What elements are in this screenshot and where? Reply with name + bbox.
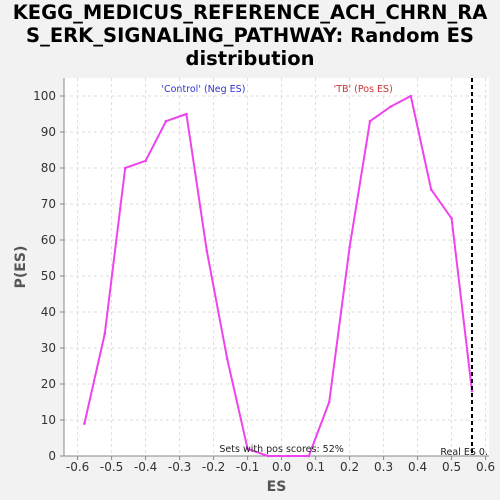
data-point: [409, 94, 413, 98]
y-tick-label: 100: [33, 89, 56, 103]
plot-area: [64, 78, 489, 456]
y-axis-title: P(ES): [13, 246, 29, 289]
x-tick-label: -0.3: [168, 460, 191, 474]
chart-title: KEGG_MEDICUS_REFERENCE_ACH_CHRN_RA S_ERK…: [0, 1, 500, 70]
x-tick-label: 0.5: [442, 460, 461, 474]
data-point: [144, 159, 147, 163]
data-point: [470, 389, 474, 393]
data-point: [348, 245, 351, 249]
data-point: [185, 112, 188, 116]
chart-title-line-1: KEGG_MEDICUS_REFERENCE_ACH_CHRN_RA: [12, 1, 488, 24]
x-tick-label: -0.6: [66, 460, 89, 474]
series-layer: [83, 94, 474, 458]
data-point: [225, 357, 229, 361]
data-point: [205, 249, 209, 253]
axes: -0.6 -0.5 -0.4 -0.3 -0.2 -0.1 0.0 0.1 0.2 0.3 0.4 0…: [33, 78, 495, 474]
data-point: [327, 400, 331, 404]
data-point: [368, 119, 372, 123]
data-point: [246, 447, 249, 451]
data-point: [266, 454, 270, 458]
data-point: [164, 119, 168, 123]
x-tick-label: -0.4: [134, 460, 157, 474]
es-distribution-line: [83, 95, 473, 457]
y-tick-label: 80: [41, 161, 56, 175]
data-point: [307, 454, 311, 458]
x-tick-label: 0.2: [340, 460, 359, 474]
y-tick-label: 70: [41, 197, 56, 211]
y-tick-label: 50: [41, 269, 56, 283]
data-point: [103, 332, 107, 335]
y-tick-label: 60: [41, 233, 56, 247]
neg-es-label: 'Control' (Neg ES): [161, 84, 245, 95]
x-tick-label: 0.6: [476, 460, 495, 474]
y-tick-label: 40: [41, 305, 56, 319]
pos-es-label: 'TB' (Pos ES): [334, 84, 393, 95]
data-point: [450, 217, 453, 220]
y-tick-label: 30: [41, 341, 56, 355]
x-tick-label: 0.0: [272, 460, 291, 474]
data-point: [287, 454, 290, 458]
y-tick-label: 20: [41, 377, 56, 391]
x-tick-label: -0.1: [236, 460, 259, 474]
x-tick-label: 0.4: [408, 460, 427, 474]
x-tick-label: -0.5: [100, 460, 123, 474]
y-tick-label: 0: [48, 449, 56, 463]
x-tick-label: 0.3: [374, 460, 393, 474]
chart-title-line-3: distribution: [185, 47, 315, 70]
y-tick-label: 10: [41, 413, 56, 427]
chart-title-line-2: S_ERK_SIGNALING_PATHWAY: Random ES: [26, 24, 474, 47]
x-axis-title: ES: [267, 479, 287, 495]
data-point: [389, 105, 392, 109]
x-tick-label: -0.2: [202, 460, 225, 474]
y-tick-label: 90: [41, 125, 56, 139]
data-point: [429, 188, 433, 191]
data-point: [83, 422, 86, 425]
real-es-label: Real ES 0.: [440, 447, 488, 458]
data-point: [123, 166, 127, 170]
pos-scores-text: Sets with pos scores: 52%: [219, 444, 343, 455]
x-tick-label: 0.1: [306, 460, 325, 474]
